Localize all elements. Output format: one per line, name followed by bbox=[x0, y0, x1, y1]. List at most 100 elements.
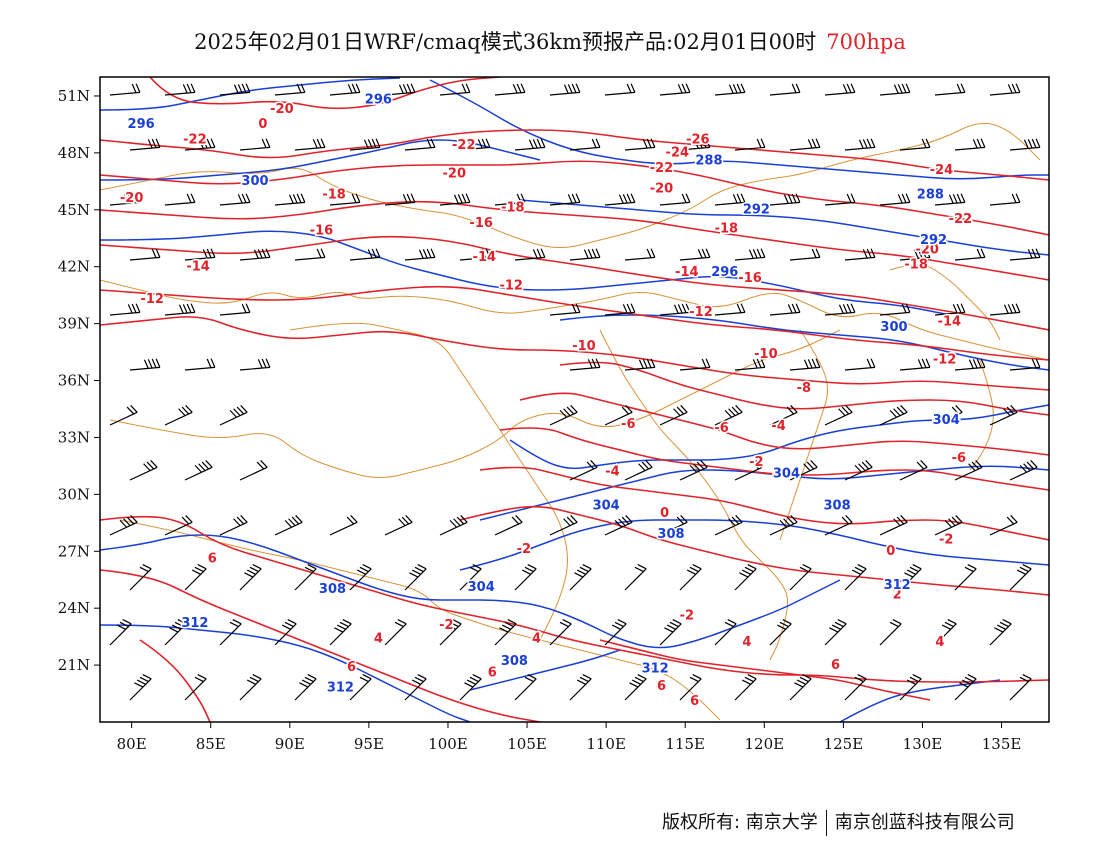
wind-barb bbox=[459, 138, 491, 151]
temperature-label: -2 bbox=[749, 455, 763, 470]
height-label: 288 bbox=[917, 187, 944, 202]
wind-barb bbox=[824, 303, 856, 316]
wind-barb bbox=[989, 515, 1018, 536]
wind-barb bbox=[769, 303, 801, 316]
temperature-label: 6 bbox=[831, 658, 840, 673]
temperature-isotherm bbox=[149, 77, 501, 110]
temperature-label: 6 bbox=[488, 665, 497, 680]
geopotential-height-line bbox=[429, 79, 1049, 180]
wind-barb bbox=[164, 193, 196, 206]
wind-barb bbox=[294, 564, 317, 591]
wind-barb bbox=[184, 358, 216, 371]
wind-barb bbox=[899, 138, 931, 151]
wind-barb bbox=[239, 138, 271, 151]
temperature-isotherm bbox=[100, 515, 1049, 683]
wind-barb bbox=[789, 674, 812, 701]
temperature-isotherm bbox=[100, 235, 1049, 331]
temperature-isotherm bbox=[519, 392, 1049, 456]
height-label: 300 bbox=[880, 320, 907, 335]
geopotential-height-line bbox=[100, 534, 841, 649]
wind-barb bbox=[844, 138, 876, 151]
wind-barb bbox=[934, 619, 957, 646]
temperature-label: -16 bbox=[738, 271, 762, 286]
wind-barb bbox=[384, 83, 416, 96]
wind-barb bbox=[274, 619, 297, 646]
map-title: 2025年02月01日WRF/cmaq模式36km预报产品:02月01日00时 7… bbox=[0, 26, 1100, 56]
wind-barb bbox=[954, 358, 986, 371]
wind-barb bbox=[789, 564, 812, 591]
temperature-label: 4 bbox=[742, 635, 751, 650]
temperature-label: -4 bbox=[771, 419, 785, 434]
geopotential-height-line bbox=[479, 465, 1049, 521]
wind-barb bbox=[899, 248, 931, 261]
height-label: 292 bbox=[920, 233, 947, 248]
temperature-label: 6 bbox=[657, 679, 666, 694]
wind-barb bbox=[494, 83, 526, 96]
wind-barb bbox=[439, 193, 471, 206]
geopotential-height-line bbox=[469, 649, 621, 691]
temperature-label: -10 bbox=[572, 339, 596, 354]
wind-barb bbox=[844, 358, 876, 371]
wind-barb bbox=[604, 515, 633, 536]
temperature-label: -16 bbox=[469, 216, 493, 231]
wind-barb bbox=[624, 460, 653, 481]
wind-barb bbox=[934, 303, 966, 316]
wind-barb bbox=[184, 674, 207, 701]
wind-barb bbox=[239, 460, 268, 481]
geopotential-height-line bbox=[100, 624, 471, 722]
wind-barb bbox=[404, 564, 427, 591]
wind-barb bbox=[824, 193, 856, 206]
wind-barb bbox=[349, 674, 372, 701]
lon-tick-label: 85E bbox=[196, 735, 226, 753]
wind-barb bbox=[899, 460, 928, 481]
lat-tick-label: 45N bbox=[58, 201, 90, 219]
wind-barb bbox=[769, 83, 801, 96]
temperature-isotherm bbox=[100, 200, 1049, 281]
map-frame bbox=[99, 76, 1050, 723]
wind-barb bbox=[404, 674, 427, 701]
wind-barb bbox=[129, 358, 161, 371]
height-label: 304 bbox=[593, 499, 620, 514]
wind-barb bbox=[844, 248, 876, 261]
wind-barb bbox=[549, 405, 578, 426]
temperature-label: -22 bbox=[183, 132, 207, 147]
temperature-label: -6 bbox=[714, 421, 728, 436]
temperature-label: 4 bbox=[935, 635, 944, 650]
wind-barb bbox=[294, 248, 326, 261]
wind-barb bbox=[549, 303, 581, 316]
wind-barb bbox=[714, 193, 746, 206]
wind-barb bbox=[514, 248, 546, 261]
temperature-label: -14 bbox=[675, 265, 699, 280]
wind-barb bbox=[1009, 358, 1041, 371]
wind-barb bbox=[329, 515, 358, 536]
height-label: 304 bbox=[468, 580, 495, 595]
wind-barb bbox=[109, 83, 141, 96]
wind-barb bbox=[329, 619, 352, 646]
lat-tick-label: 30N bbox=[58, 485, 90, 503]
temperature-label: -2 bbox=[939, 533, 953, 548]
geopotential-height-line bbox=[100, 230, 951, 316]
wind-barb bbox=[239, 248, 271, 261]
height-label: 292 bbox=[743, 203, 770, 218]
wind-barb bbox=[714, 405, 743, 426]
geopotential-height-line bbox=[519, 199, 1049, 256]
wind-barb bbox=[294, 138, 326, 151]
height-label: 300 bbox=[241, 174, 268, 189]
wind-barb bbox=[384, 193, 416, 206]
wind-barb bbox=[714, 515, 743, 536]
geopotential-height-line bbox=[100, 139, 541, 181]
border-line bbox=[289, 322, 568, 641]
wind-barb bbox=[239, 564, 262, 591]
wind-barb bbox=[679, 674, 702, 701]
temperature-label: -18 bbox=[904, 258, 928, 273]
border-line bbox=[779, 329, 828, 541]
wind-barb bbox=[439, 619, 462, 646]
wind-barb bbox=[989, 193, 1021, 206]
geopotential-height-line bbox=[559, 314, 1049, 371]
wind-barb bbox=[129, 248, 161, 261]
wind-barb bbox=[1009, 674, 1032, 701]
wind-barb bbox=[549, 619, 572, 646]
lon-tick-label: 110E bbox=[586, 735, 626, 753]
wind-barb bbox=[549, 193, 581, 206]
